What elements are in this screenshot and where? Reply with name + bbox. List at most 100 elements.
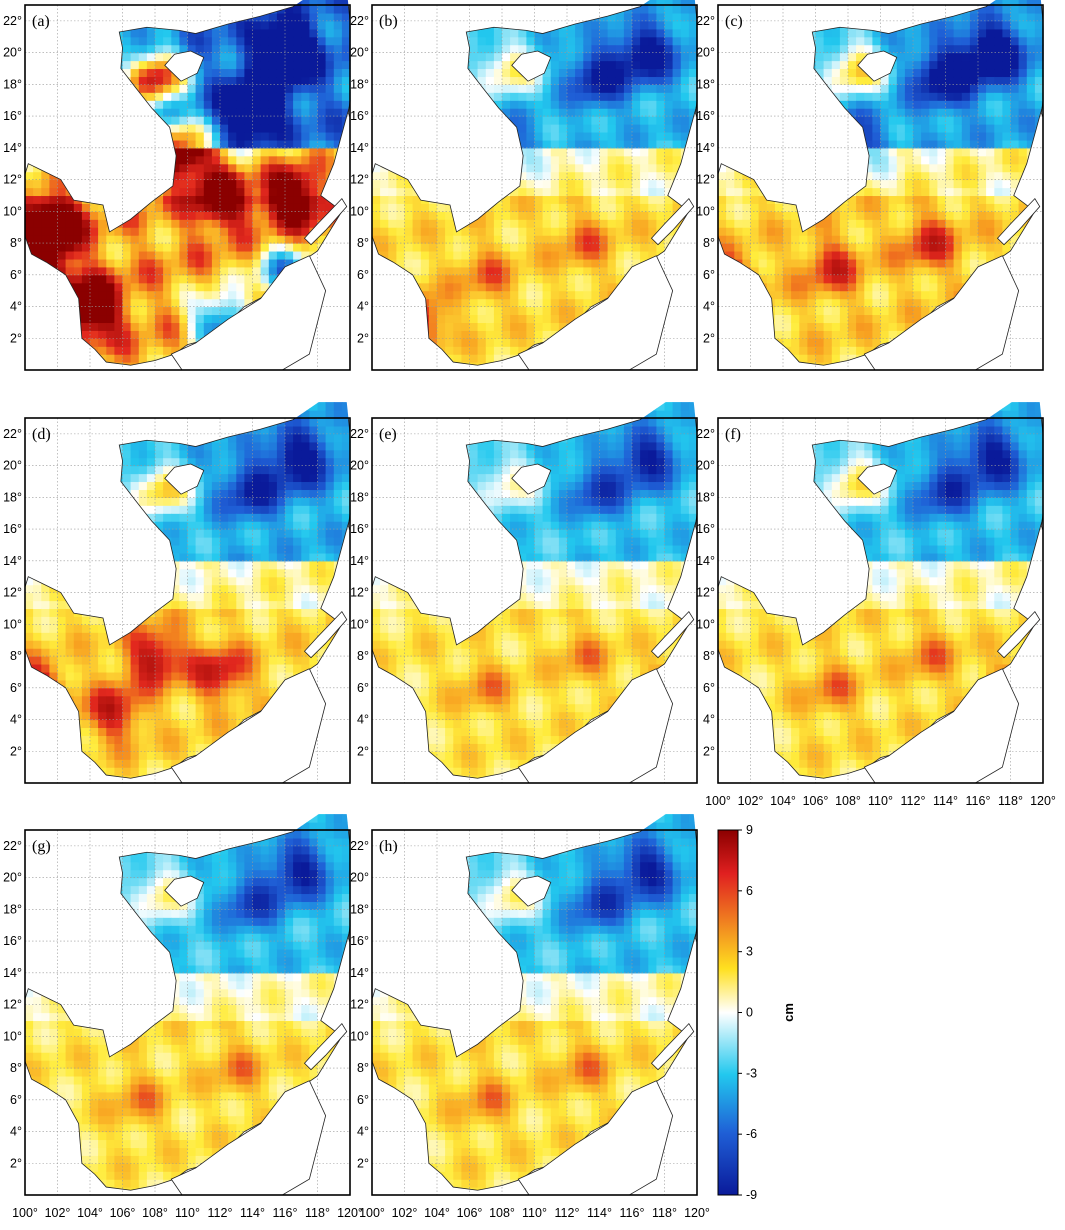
sla-cell bbox=[558, 28, 568, 38]
sla-cell bbox=[718, 235, 727, 244]
sla-cell bbox=[244, 211, 254, 220]
sla-cell bbox=[623, 147, 633, 157]
sla-cell bbox=[607, 36, 617, 46]
sla-cell bbox=[640, 36, 649, 46]
lat-tick-label: 18° bbox=[350, 77, 369, 91]
sla-cell bbox=[33, 211, 42, 220]
sla-cell bbox=[632, 147, 641, 157]
sla-cell bbox=[461, 227, 471, 236]
sla-cell bbox=[211, 251, 221, 260]
sla-cell bbox=[122, 44, 132, 54]
sla-cell bbox=[831, 282, 841, 292]
sla-cell bbox=[502, 36, 511, 46]
sla-cell bbox=[823, 36, 833, 46]
sla-cell bbox=[138, 346, 148, 355]
sla-cell bbox=[301, 243, 311, 252]
sla-cell bbox=[317, 132, 327, 141]
sla-cell bbox=[791, 322, 800, 331]
sla-cell bbox=[146, 282, 156, 292]
sla-cell bbox=[575, 28, 584, 38]
sla-cell bbox=[171, 243, 181, 252]
sla-cell bbox=[615, 203, 625, 212]
sla-cell bbox=[510, 203, 519, 212]
sla-cell bbox=[228, 211, 237, 220]
sla-cell bbox=[558, 227, 568, 236]
sla-cell bbox=[558, 203, 568, 212]
sla-cell bbox=[187, 314, 197, 324]
sla-cell bbox=[236, 211, 246, 220]
sla-cell bbox=[774, 322, 784, 331]
sla-cell bbox=[550, 68, 560, 78]
sla-cell bbox=[591, 171, 601, 181]
sla-cell bbox=[317, 100, 327, 109]
sla-cell bbox=[664, 211, 674, 220]
panel-3: (c)2°4°6°8°10°12°14°16°18°20°22° bbox=[696, 0, 1044, 371]
sla-cell bbox=[203, 108, 213, 117]
sla-cell bbox=[656, 163, 666, 173]
sla-cell bbox=[783, 211, 792, 220]
sla-cell bbox=[25, 163, 34, 173]
sla-cell bbox=[526, 116, 536, 125]
sla-cell bbox=[632, 203, 641, 212]
sla-cell bbox=[122, 28, 132, 38]
sla-cell bbox=[510, 219, 519, 228]
sla-cell bbox=[872, 243, 882, 252]
sla-cell bbox=[640, 187, 649, 197]
sla-cell bbox=[477, 235, 487, 244]
hainan-island bbox=[164, 50, 205, 82]
sla-cell bbox=[236, 52, 246, 62]
sla-cell bbox=[640, 179, 649, 189]
sla-cell bbox=[461, 258, 471, 268]
sla-cell bbox=[607, 20, 617, 30]
sla-cell bbox=[341, 52, 351, 62]
sla-cell bbox=[461, 282, 471, 292]
sla-cell bbox=[106, 322, 116, 331]
sla-cell bbox=[228, 219, 237, 228]
sla-cell bbox=[880, 338, 890, 347]
sla-cell bbox=[502, 76, 511, 85]
sla-cell bbox=[412, 243, 422, 252]
sla-cell bbox=[485, 44, 495, 54]
sla-cell bbox=[839, 36, 849, 46]
sla-cell bbox=[195, 282, 205, 292]
sla-cell bbox=[388, 243, 398, 252]
sla-cell bbox=[477, 330, 487, 339]
sla-cell bbox=[815, 298, 825, 308]
sla-cell bbox=[146, 322, 156, 331]
sla-cell bbox=[791, 266, 800, 276]
sla-cell bbox=[187, 124, 197, 133]
sla-cell bbox=[163, 251, 172, 260]
sla-cell bbox=[41, 227, 51, 236]
sla-cell bbox=[388, 203, 398, 212]
sla-cell bbox=[567, 92, 576, 101]
sla-cell bbox=[276, 36, 286, 46]
sla-cell bbox=[122, 354, 132, 363]
sla-cell bbox=[179, 92, 189, 101]
sla-cell bbox=[888, 163, 898, 173]
sla-cell bbox=[493, 227, 503, 236]
sla-cell bbox=[567, 116, 576, 125]
sla-cell bbox=[285, 84, 294, 93]
sla-cell bbox=[493, 36, 503, 46]
sla-cell bbox=[276, 68, 286, 78]
sla-cell bbox=[325, 92, 335, 101]
sla-cell bbox=[179, 258, 189, 268]
sla-cell bbox=[599, 203, 609, 212]
sla-cell bbox=[526, 100, 536, 109]
sla-cell bbox=[81, 251, 91, 260]
sla-cell bbox=[599, 227, 609, 236]
sla-cell bbox=[542, 298, 552, 308]
sla-cell bbox=[632, 258, 641, 268]
sla-cell bbox=[526, 147, 536, 157]
sla-cell bbox=[872, 139, 882, 149]
sla-cell bbox=[276, 155, 286, 165]
sla-cell bbox=[607, 147, 617, 157]
sla-cell bbox=[823, 251, 833, 260]
sla-cell bbox=[228, 187, 237, 197]
sla-cell bbox=[526, 243, 536, 252]
lat-tick-label: 6° bbox=[10, 268, 22, 282]
sla-cell bbox=[301, 84, 311, 93]
sla-cell bbox=[301, 28, 311, 38]
sla-cell bbox=[502, 251, 511, 260]
sla-cell bbox=[591, 36, 601, 46]
